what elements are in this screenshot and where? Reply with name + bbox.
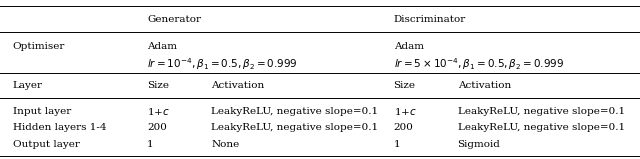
Text: Hidden layers 1-4: Hidden layers 1-4: [13, 124, 106, 132]
Text: Discriminator: Discriminator: [394, 15, 466, 24]
Text: 1+$c$: 1+$c$: [147, 106, 170, 117]
Text: $lr = 5 \times 10^{-4}, \beta_1 = 0.5, \beta_2 = 0.999$: $lr = 5 \times 10^{-4}, \beta_1 = 0.5, \…: [394, 56, 564, 72]
Text: 200: 200: [394, 124, 413, 132]
Text: 1+$c$: 1+$c$: [394, 106, 417, 117]
Text: LeakyReLU, negative slope=0.1: LeakyReLU, negative slope=0.1: [458, 124, 625, 132]
Text: Sigmoid: Sigmoid: [458, 140, 500, 149]
Text: Activation: Activation: [458, 81, 511, 90]
Text: LeakyReLU, negative slope=0.1: LeakyReLU, negative slope=0.1: [458, 107, 625, 116]
Text: Optimiser: Optimiser: [13, 42, 65, 51]
Text: Generator: Generator: [147, 15, 201, 24]
Text: Input layer: Input layer: [13, 107, 71, 116]
Text: LeakyReLU, negative slope=0.1: LeakyReLU, negative slope=0.1: [211, 107, 378, 116]
Text: Adam: Adam: [147, 42, 177, 51]
Text: Layer: Layer: [13, 81, 43, 90]
Text: None: None: [211, 140, 239, 149]
Text: LeakyReLU, negative slope=0.1: LeakyReLU, negative slope=0.1: [211, 124, 378, 132]
Text: Size: Size: [394, 81, 415, 90]
Text: Adam: Adam: [394, 42, 424, 51]
Text: 1: 1: [147, 140, 154, 149]
Text: 1: 1: [394, 140, 400, 149]
Text: $lr = 10^{-4}, \beta_1 = 0.5, \beta_2 = 0.999$: $lr = 10^{-4}, \beta_1 = 0.5, \beta_2 = …: [147, 56, 298, 72]
Text: Size: Size: [147, 81, 169, 90]
Text: Output layer: Output layer: [13, 140, 79, 149]
Text: 200: 200: [147, 124, 167, 132]
Text: Activation: Activation: [211, 81, 264, 90]
